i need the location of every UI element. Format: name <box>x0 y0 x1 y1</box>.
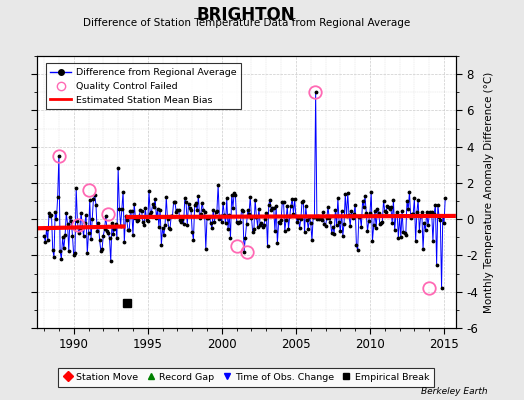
Legend: Station Move, Record Gap, Time of Obs. Change, Empirical Break: Station Move, Record Gap, Time of Obs. C… <box>58 368 434 386</box>
Text: Berkeley Earth: Berkeley Earth <box>421 387 487 396</box>
Text: Difference of Station Temperature Data from Regional Average: Difference of Station Temperature Data f… <box>83 18 410 28</box>
Text: BRIGHTON: BRIGHTON <box>197 6 296 24</box>
Y-axis label: Monthly Temperature Anomaly Difference (°C): Monthly Temperature Anomaly Difference (… <box>484 71 494 313</box>
